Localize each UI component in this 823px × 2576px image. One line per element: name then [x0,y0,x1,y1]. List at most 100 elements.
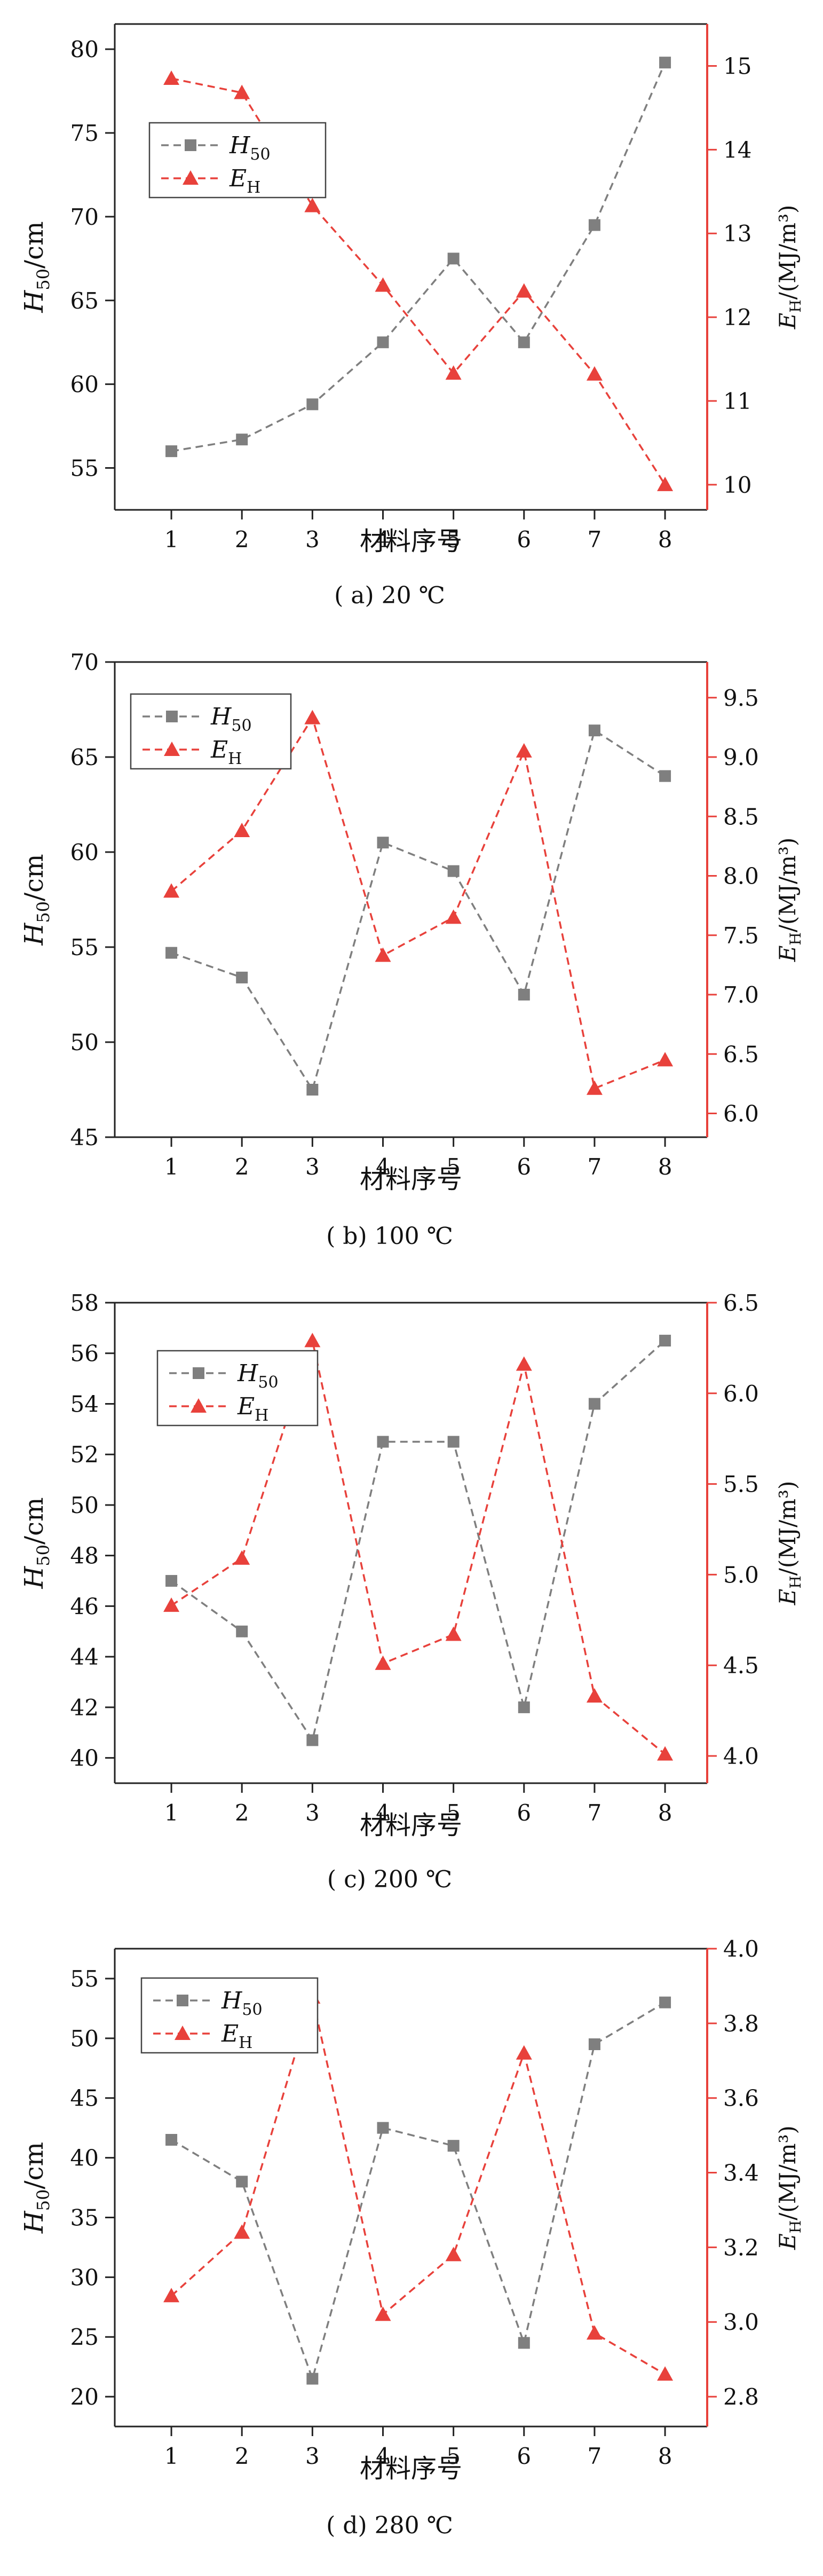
y-left-tick-label: 56 [70,1341,99,1367]
y-right-tick-label: 12 [723,304,751,330]
x-tick-label: 3 [305,1154,320,1180]
legend-label-EH: EH [210,736,242,768]
y-right-tick-label: 9.0 [723,744,759,770]
legend-label-sub: H [228,750,242,768]
x-tick-label: 1 [164,2443,179,2469]
x-tick-label: 8 [658,1800,672,1826]
legend-label-sub: 50 [231,716,251,735]
x-tick-label: 7 [588,2443,602,2469]
x-tick-label: 5 [446,526,461,553]
legend-label-sub: 50 [250,145,270,164]
y-right-title-tail: /(MJ/m³) [774,205,801,300]
chart-panel-2: 1 2 3 4 5 6 7 84550556065706.06.57.07.58.08.59.… [19,649,804,1250]
x-tick-label: 2 [235,2443,249,2469]
legend-label-main: H [210,703,232,730]
y-left-tick-label: 40 [70,2145,99,2171]
y-left-tick-label: 42 [70,1695,99,1721]
y-left-tick-label: 60 [70,839,99,865]
point-H50 [659,770,671,782]
y-left-title-sub: 50 [33,2189,53,2211]
legend-label-main: H [221,1987,243,2014]
point-EH [234,1550,250,1565]
x-tick-label: 5 [446,2443,461,2469]
x-tick-label: 2 [235,526,249,553]
legend-marker-EH [191,1398,207,1413]
point-EH [375,1655,391,1670]
legend-label-H50: H50 [229,132,271,164]
y-left-tick-label: 52 [70,1441,99,1468]
y-left-tick-label: 48 [70,1543,99,1569]
y-right-tick-label: 8.0 [723,863,759,889]
y-left-tick-label: 55 [70,455,99,482]
point-H50 [306,398,319,411]
x-tick-label: 1 [164,1800,179,1826]
y-left-title-tail: /cm [19,854,49,901]
legend-box [148,122,327,199]
y-right-tick-label: 15 [723,53,751,79]
y-right-axis-title: EH/(MJ/m³) [774,2125,804,2250]
point-H50 [588,1398,600,1410]
series-line-H50 [171,62,666,452]
y-left-tick-label: 65 [70,744,99,770]
point-H50 [518,1701,530,1713]
legend-label-H50: H50 [210,703,252,735]
y-left-axis-title: H50/cm [19,1497,53,1589]
point-EH [445,1626,462,1641]
x-tick-label: 1 [164,1154,179,1180]
point-H50 [518,989,530,1001]
y-right-tick-label: 11 [723,388,751,414]
y-left-tick-label: 46 [70,1593,99,1619]
x-axis-title: 材料序号 [360,2454,462,2484]
x-tick-label: 3 [305,526,320,553]
y-right-tick-label: 3.8 [723,2011,759,2037]
point-EH [657,1052,674,1067]
y-right-tick-label: 9.5 [723,685,759,711]
legend-label-EH: EH [221,2020,252,2052]
y-left-tick-label: 25 [70,2324,99,2350]
point-H50 [518,2337,530,2349]
y-right-tick-label: 6.0 [723,1381,759,1407]
point-EH [304,198,321,212]
y-left-tick-label: 45 [70,2085,99,2112]
y-left-tick-label: 65 [70,288,99,314]
point-EH [586,2325,603,2340]
legend-marker-H50 [185,139,196,151]
y-right-tick-label: 5.0 [723,1562,759,1588]
point-EH [586,1080,603,1095]
legend-box [140,1977,319,2054]
x-tick-label: 3 [305,1800,320,1826]
y-right-tick-label: 4.0 [723,1743,759,1769]
legend-marker-H50 [166,711,178,722]
legend-marker-EH [183,170,199,185]
y-right-tick-label: 2.8 [723,2384,759,2410]
point-EH [657,476,674,491]
y-left-title-tail: /cm [19,221,49,269]
y-right-tick-label: 7.0 [723,982,759,1008]
y-right-tick-label: 10 [723,472,751,498]
y-right-title-sub: H [787,300,804,312]
legend-marker-H50 [193,1367,204,1379]
x-tick-label: 5 [446,1800,461,1826]
legend-label-main: H [237,1360,259,1387]
point-EH [445,909,462,924]
point-H50 [659,57,671,69]
panel-caption: ( a) 20 ℃ [334,582,445,609]
y-right-title-main: E [774,1589,801,1606]
point-EH [516,283,532,298]
y-right-title-tail: /(MJ/m³) [774,838,801,933]
y-left-tick-label: 55 [70,1966,99,1992]
x-tick-label: 4 [376,526,390,553]
y-right-tick-label: 7.5 [723,923,759,949]
point-H50 [165,947,178,959]
x-tick-label: 8 [658,1154,672,1180]
point-H50 [306,1734,319,1746]
x-tick-label: 6 [517,1800,531,1826]
x-tick-label: 8 [658,526,672,553]
point-H50 [306,1084,319,1096]
y-right-title-tail: /(MJ/m³) [774,2125,801,2220]
legend-label-sub: H [255,1406,268,1425]
series-line-H50 [171,1340,666,1743]
legend-label-sub: 50 [242,2000,262,2019]
y-right-title-sub: H [787,1575,804,1588]
point-H50 [377,1436,389,1448]
